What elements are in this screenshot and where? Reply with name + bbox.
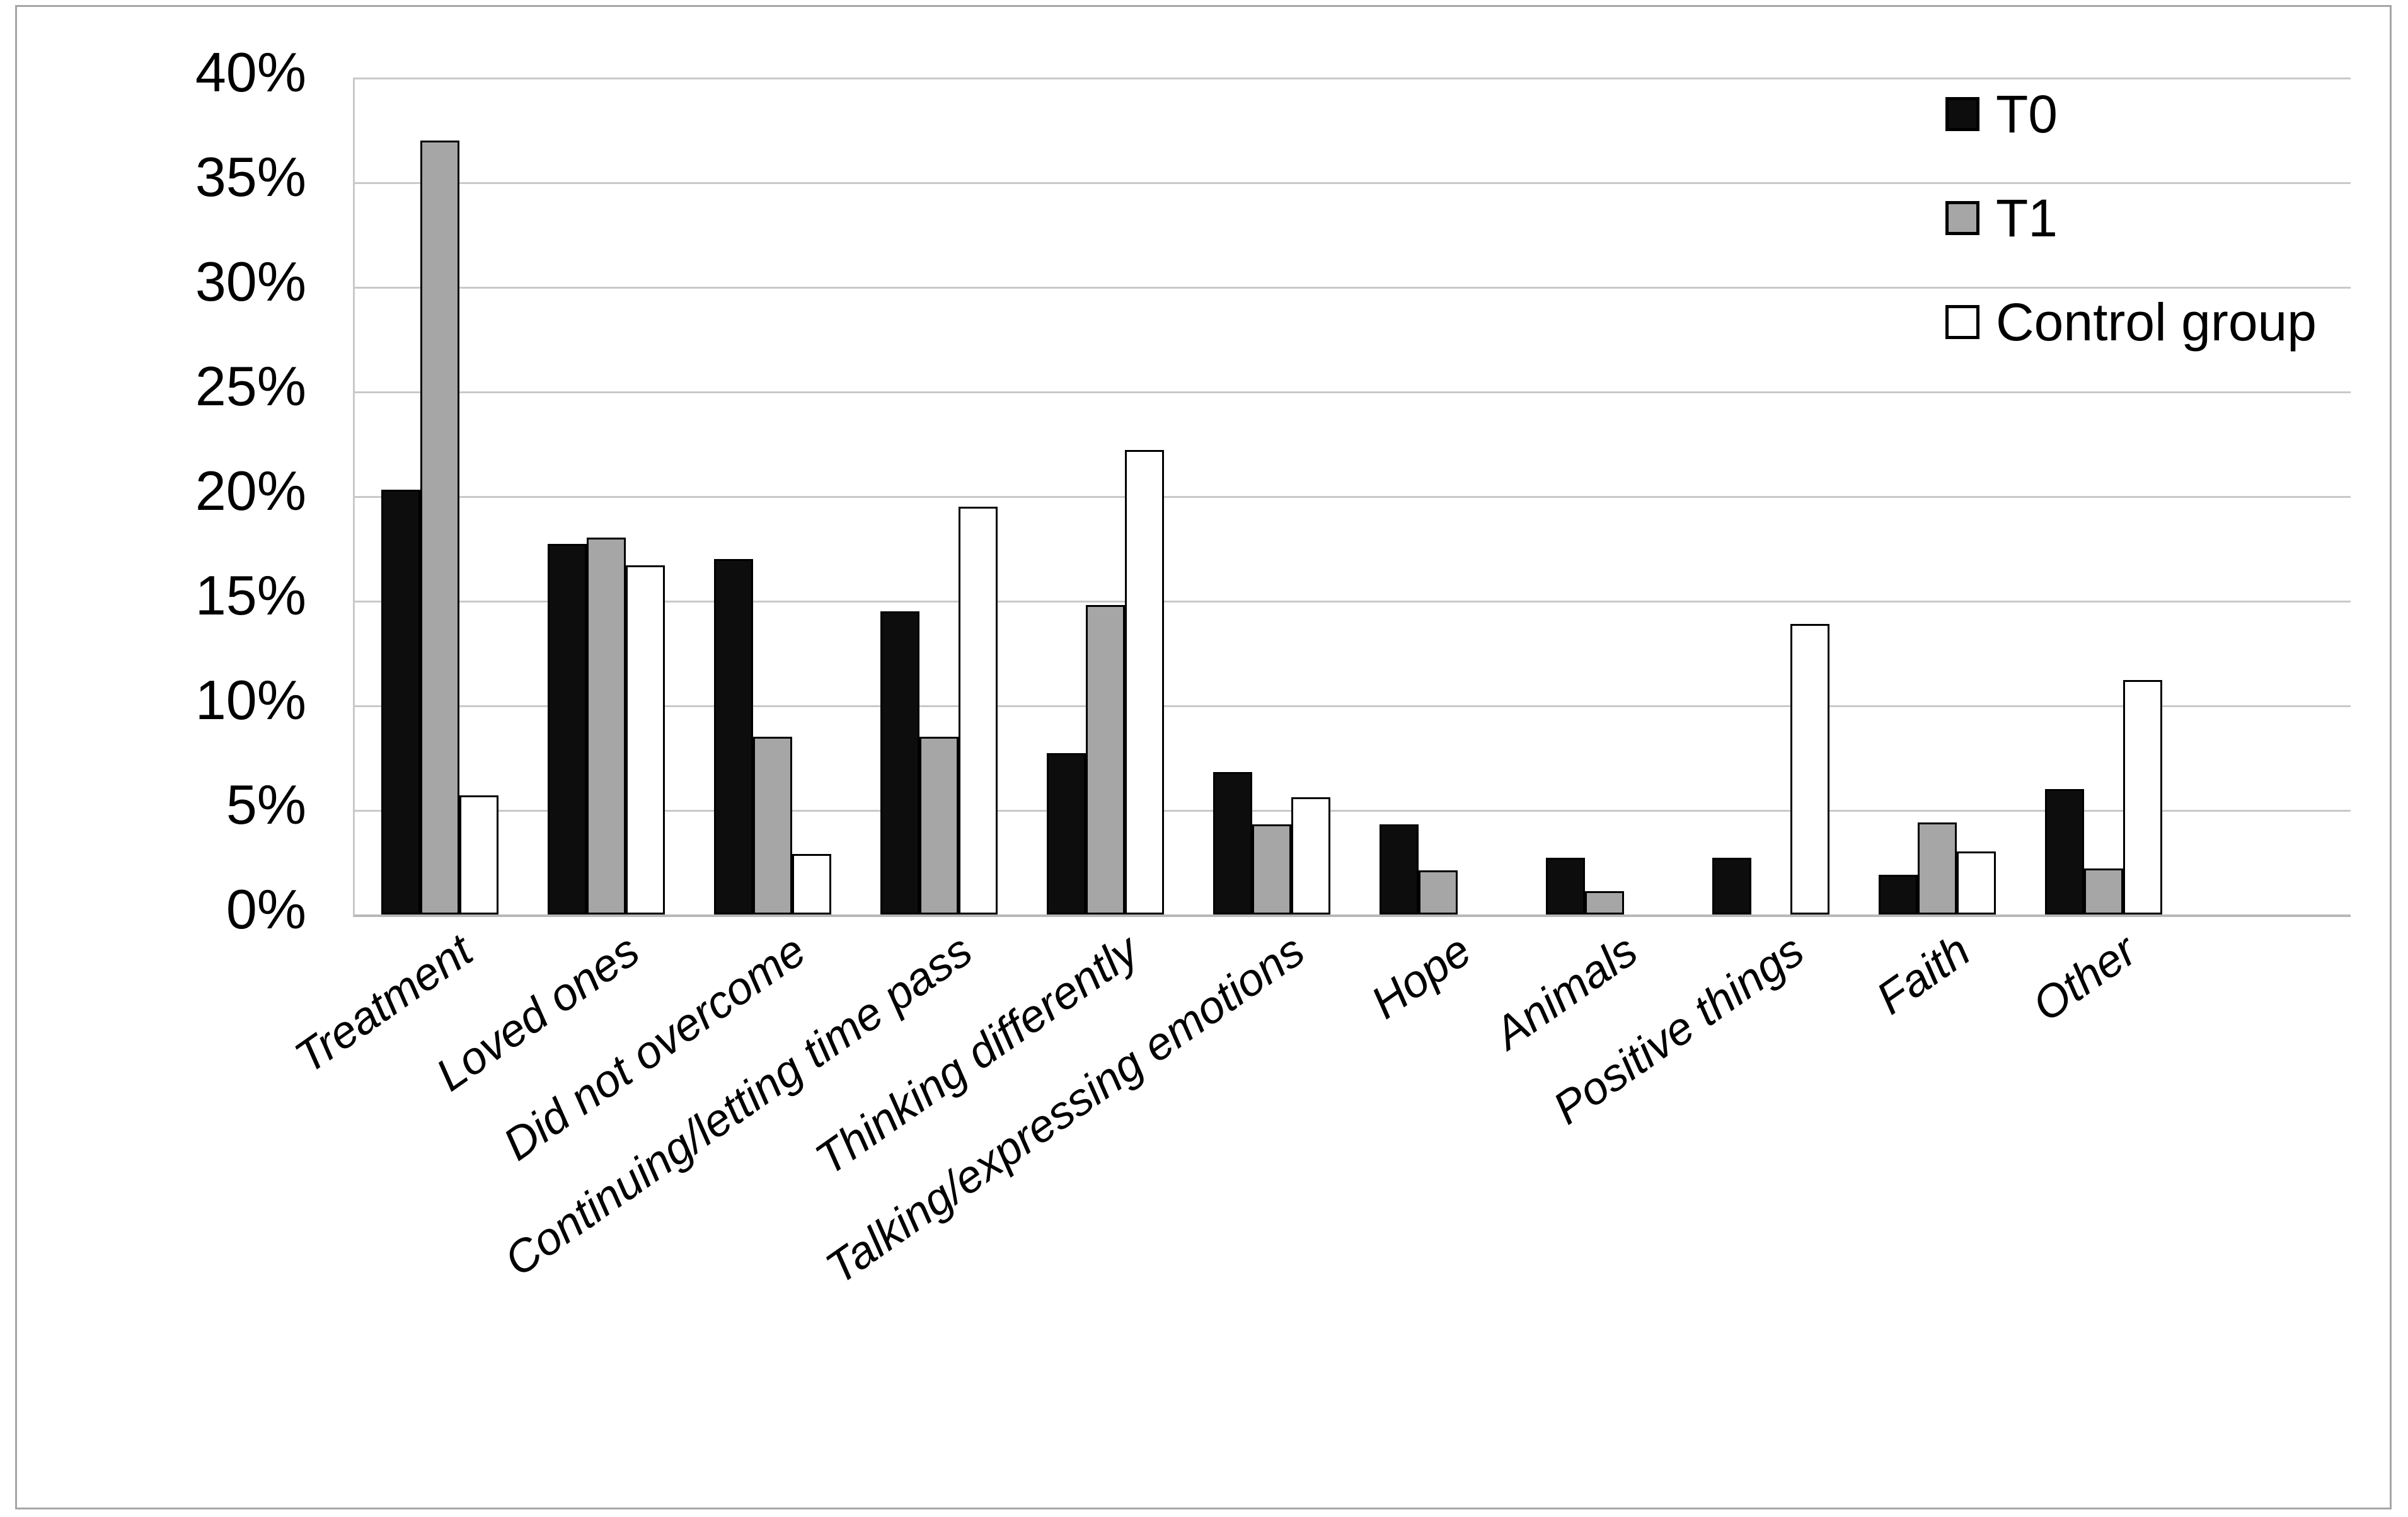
bar-t0-10 (1879, 875, 1918, 914)
bar-control-group-2 (626, 565, 665, 914)
bar-t0-11 (2045, 789, 2084, 914)
bar-control-group-3 (792, 854, 831, 914)
bar-t1-10 (1918, 822, 1957, 914)
bar-control-group-5 (1125, 450, 1164, 914)
legend-item-control-group: Control group (1945, 296, 2317, 349)
y-tick-label-35pct: 35% (195, 146, 306, 208)
y-tick-label-40pct: 40% (195, 41, 306, 103)
bar-control-group-6 (1291, 797, 1330, 914)
gridline-15 (355, 601, 2351, 603)
bar-t1-2 (587, 538, 626, 914)
legend-label: T1 (1996, 188, 2058, 248)
bar-t1-3 (753, 737, 792, 914)
y-tick-label-10pct: 10% (195, 669, 306, 731)
gridline-30 (355, 287, 2351, 289)
gridline-10 (355, 705, 2351, 707)
bar-control-group-1 (459, 795, 498, 914)
bar-t0-2 (548, 544, 587, 914)
bar-t1-5 (1086, 605, 1125, 914)
y-tick-label-25pct: 25% (195, 355, 306, 417)
x-category-label-11: Other (2024, 925, 2146, 1032)
gridline-20 (355, 496, 2351, 498)
bar-t1-6 (1252, 824, 1291, 914)
bar-control-group-10 (1957, 851, 1996, 914)
bar-t1-11 (2084, 868, 2123, 914)
y-tick-label-15pct: 15% (195, 564, 306, 626)
legend-item-t0: T0 (1945, 88, 2058, 141)
legend-swatch-t0 (1945, 97, 1979, 131)
plot-area (353, 78, 2351, 917)
bar-t0-3 (714, 559, 753, 914)
bar-control-group-4 (959, 507, 998, 914)
legend-swatch-t1 (1945, 201, 1979, 235)
bar-control-group-9 (1790, 624, 1829, 914)
bar-t1-7 (1419, 870, 1458, 914)
bar-t0-6 (1213, 772, 1252, 914)
bar-t1-8 (1585, 891, 1624, 914)
y-tick-label-0pct: 0% (226, 878, 306, 940)
x-category-label-10: Faith (1867, 925, 1979, 1025)
gridline-40 (355, 78, 2351, 79)
x-category-label-7: Hope (1362, 925, 1480, 1029)
legend-swatch-control-group (1945, 305, 1979, 339)
y-tick-label-5pct: 5% (226, 773, 306, 836)
gridline-35 (355, 182, 2351, 184)
bar-t0-8 (1546, 858, 1585, 914)
legend-label: Control group (1996, 292, 2317, 352)
bar-t0-1 (381, 490, 420, 914)
bar-t0-9 (1712, 858, 1751, 914)
bar-control-group-11 (2123, 680, 2162, 914)
legend-label: T0 (1996, 84, 2058, 144)
legend-item-t1: T1 (1945, 192, 2058, 245)
figure-border: 0% 5% 10% 15% 20% 25% 30% 35% 40% Treatment Loved… (15, 5, 2392, 1509)
y-tick-label-30pct: 30% (195, 250, 306, 313)
gridline-25 (355, 391, 2351, 393)
y-tick-label-20pct: 20% (195, 459, 306, 522)
bar-t1-4 (919, 737, 959, 914)
bar-t0-4 (880, 611, 919, 914)
gridline-5 (355, 810, 2351, 812)
bar-t1-1 (420, 141, 459, 914)
bar-t0-7 (1380, 824, 1419, 914)
bar-t0-5 (1047, 753, 1086, 914)
